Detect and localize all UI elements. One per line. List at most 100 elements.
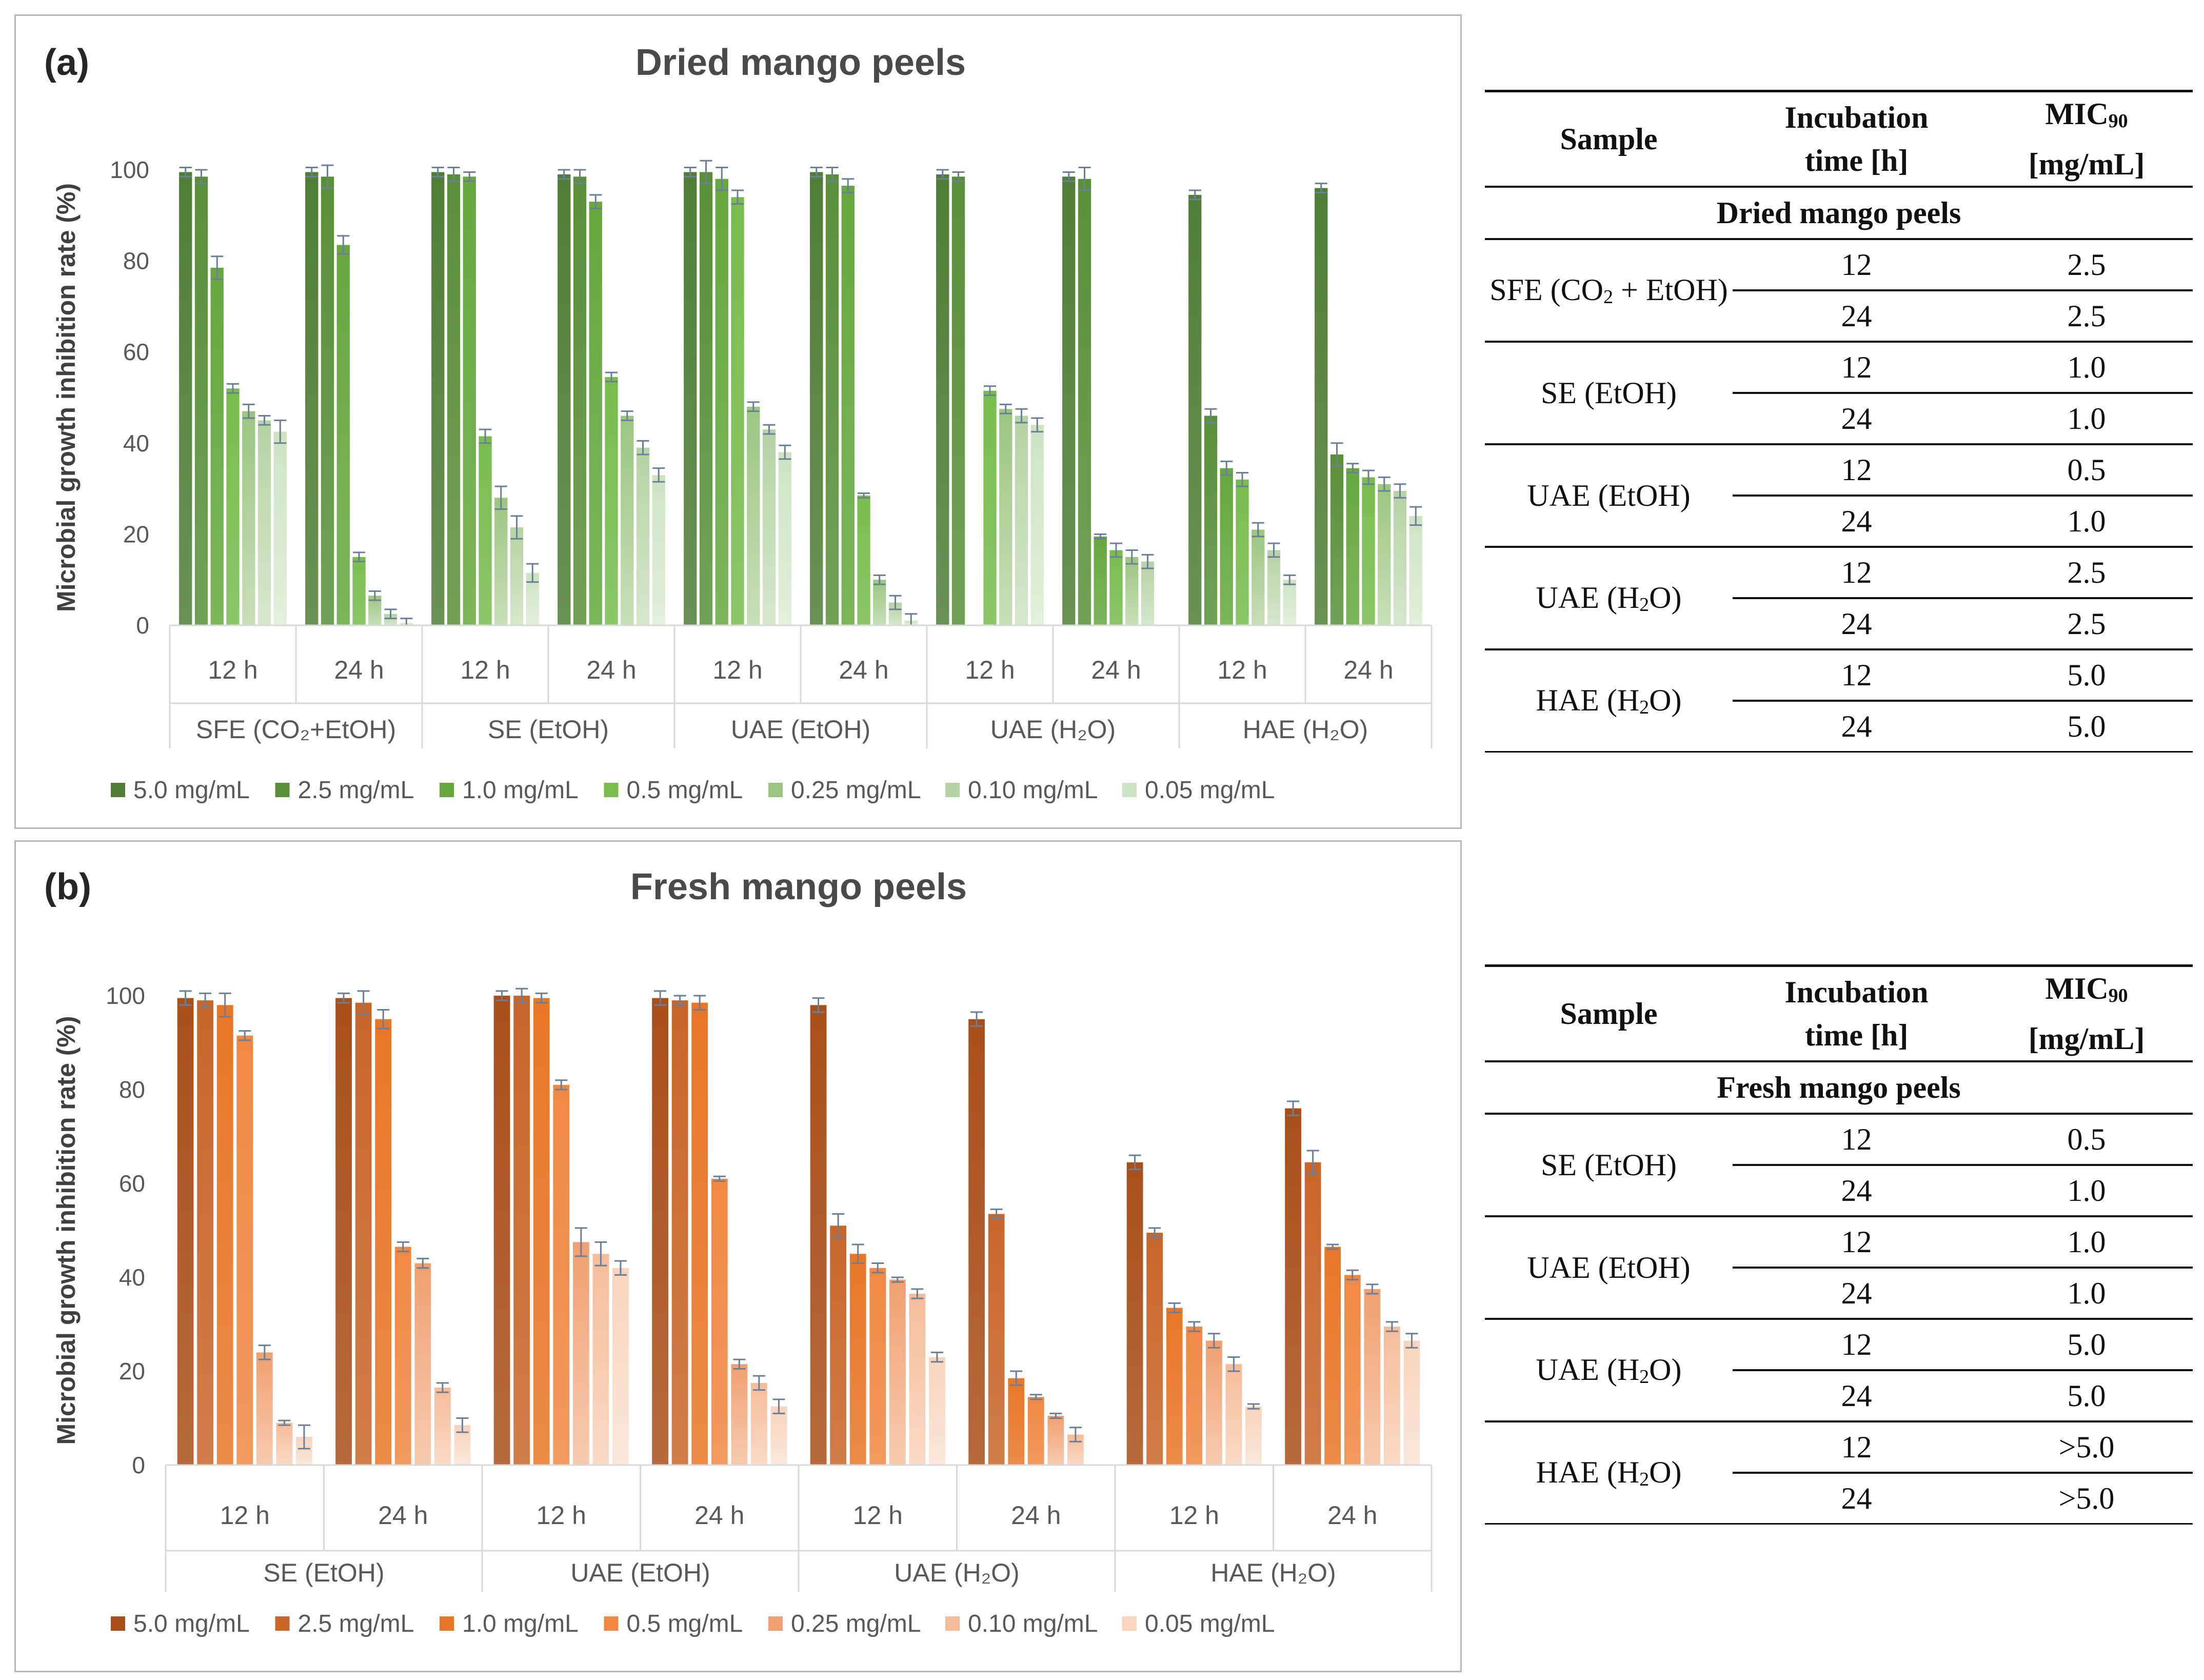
x-tick-label-time: 24 h bbox=[1011, 1501, 1061, 1530]
bar bbox=[936, 174, 949, 625]
x-tick-label-time: 12 h bbox=[1217, 656, 1267, 684]
bar bbox=[1383, 1327, 1400, 1465]
x-tick-label-time: 12 h bbox=[712, 656, 762, 684]
table-mic: 2.5 bbox=[1980, 598, 2193, 650]
bar bbox=[533, 998, 550, 1465]
bar bbox=[1346, 468, 1359, 625]
bar bbox=[636, 447, 650, 625]
table-time: 12 bbox=[1733, 1216, 1980, 1269]
legend-entry: 2.5 mg/mL bbox=[298, 777, 414, 804]
bar bbox=[889, 1279, 906, 1465]
bar bbox=[810, 172, 823, 625]
x-tick-label-group: UAE (EtOH) bbox=[731, 715, 870, 744]
table-time: 12 bbox=[1733, 342, 1980, 394]
bar bbox=[494, 498, 508, 625]
table-time: 24 bbox=[1733, 701, 1980, 753]
table-mic: 1.0 bbox=[1980, 1268, 2193, 1320]
bar bbox=[216, 1005, 233, 1465]
legend-entry: 0.05 mg/mL bbox=[1145, 1610, 1275, 1637]
legend-swatch bbox=[275, 1616, 290, 1631]
panel-label: (b) bbox=[44, 866, 91, 907]
bar bbox=[431, 172, 445, 625]
bar bbox=[1205, 1340, 1222, 1465]
legend-swatch bbox=[604, 1616, 619, 1631]
bar bbox=[257, 420, 271, 625]
bar bbox=[825, 174, 839, 625]
table-time: 12 bbox=[1733, 649, 1980, 702]
bar bbox=[1141, 561, 1155, 625]
table-sample: HAE (H2O) bbox=[1485, 1421, 1733, 1525]
table-time: 24 bbox=[1733, 1268, 1980, 1320]
bar bbox=[652, 998, 668, 1465]
bar bbox=[1030, 425, 1044, 625]
y-tick-label: 100 bbox=[110, 156, 149, 183]
bar bbox=[951, 176, 965, 625]
bar bbox=[592, 1254, 609, 1465]
bar bbox=[652, 475, 665, 625]
bar bbox=[612, 1268, 629, 1465]
bar bbox=[1236, 479, 1249, 625]
fresh-mango-chart: (b) Fresh mango peels Microbial growth inh… bbox=[44, 866, 1433, 1637]
mic-table-fresh: Sample Incubation time [h] MIC90 [mg/mL] F… bbox=[1485, 964, 2193, 1525]
x-tick-label-group: UAE (H₂O) bbox=[894, 1558, 1019, 1587]
mic-table-dried: Sample Incubation time [h] MIC90 [mg/mL] D… bbox=[1485, 90, 2193, 753]
bar bbox=[857, 495, 870, 625]
table-time: 24 bbox=[1733, 598, 1980, 650]
bar bbox=[849, 1254, 866, 1465]
bar bbox=[463, 176, 476, 625]
bar bbox=[572, 1242, 589, 1465]
bar bbox=[711, 1178, 728, 1465]
bar bbox=[778, 452, 791, 625]
table-sample: UAE (EtOH) bbox=[1485, 444, 1733, 548]
bar bbox=[1008, 1378, 1025, 1465]
legend-entry: 0.10 mg/mL bbox=[968, 1610, 1098, 1637]
bar bbox=[447, 174, 461, 625]
bar bbox=[1047, 1415, 1064, 1465]
bar bbox=[273, 431, 287, 625]
bar bbox=[684, 172, 697, 625]
bar bbox=[394, 1247, 411, 1465]
legend-swatch bbox=[111, 783, 125, 797]
bar bbox=[1393, 491, 1407, 625]
table-sample: SE (EtOH) bbox=[1485, 342, 1733, 445]
bar bbox=[276, 1422, 293, 1465]
y-tick-label: 0 bbox=[136, 612, 149, 639]
bar bbox=[479, 436, 492, 625]
bar bbox=[869, 1268, 886, 1465]
bar bbox=[1344, 1275, 1361, 1465]
bar bbox=[179, 172, 192, 625]
bar bbox=[197, 1000, 214, 1465]
bar bbox=[983, 390, 997, 625]
bar bbox=[177, 998, 194, 1465]
bar bbox=[375, 1019, 392, 1465]
chart-panel-dried: (a) Dried mango peels Microbial growth inh… bbox=[14, 14, 1462, 829]
header-sample: Sample bbox=[1485, 90, 1733, 188]
x-tick-label-time: 12 h bbox=[460, 656, 510, 684]
table-mic: 2.5 bbox=[1980, 547, 2193, 599]
table-mic: 2.5 bbox=[1980, 239, 2193, 291]
bar bbox=[999, 409, 1012, 625]
x-tick-label-time: 24 h bbox=[334, 656, 384, 684]
x-tick-label-time: 24 h bbox=[1091, 656, 1141, 684]
bar bbox=[1186, 1327, 1203, 1465]
table-mic: 5.0 bbox=[1980, 1319, 2193, 1371]
table-time: 12 bbox=[1733, 1421, 1980, 1474]
x-tick-label-group: SE (EtOH) bbox=[488, 715, 609, 744]
table-mic: 1.0 bbox=[1980, 342, 2193, 394]
bar bbox=[1062, 176, 1076, 625]
table-sample: UAE (H2O) bbox=[1485, 1319, 1733, 1422]
table-mic: 1.0 bbox=[1980, 1165, 2193, 1217]
header-sample: Sample bbox=[1485, 964, 1733, 1062]
bar bbox=[335, 998, 352, 1465]
bar bbox=[305, 172, 319, 625]
bar bbox=[750, 1382, 767, 1465]
bar bbox=[830, 1226, 847, 1465]
header-mic90: MIC90 [mg/mL] bbox=[1980, 964, 2193, 1062]
y-tick-label: 60 bbox=[119, 1170, 145, 1197]
bar bbox=[1125, 557, 1139, 625]
y-tick-label: 0 bbox=[132, 1452, 145, 1478]
header-incubation-time: Incubation time [h] bbox=[1733, 964, 1980, 1062]
bar bbox=[1126, 1162, 1143, 1465]
bar bbox=[715, 179, 728, 625]
table-time: 24 bbox=[1733, 496, 1980, 548]
